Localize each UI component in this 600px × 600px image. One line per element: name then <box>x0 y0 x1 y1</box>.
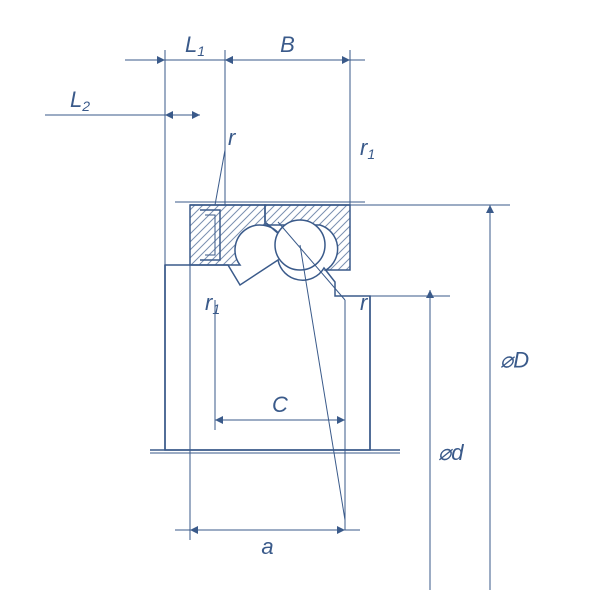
svg-text:r1: r1 <box>360 135 375 162</box>
svg-text:⌀d: ⌀d <box>438 440 464 465</box>
svg-text:a: a <box>261 534 273 559</box>
svg-text:L1: L1 <box>185 32 205 59</box>
svg-text:L2: L2 <box>70 87 90 114</box>
svg-text:⌀D: ⌀D <box>500 348 529 373</box>
svg-text:r1: r1 <box>205 290 220 317</box>
svg-text:r: r <box>360 290 369 315</box>
svg-text:B: B <box>280 32 295 57</box>
svg-text:C: C <box>272 392 288 417</box>
svg-text:r: r <box>228 125 237 150</box>
